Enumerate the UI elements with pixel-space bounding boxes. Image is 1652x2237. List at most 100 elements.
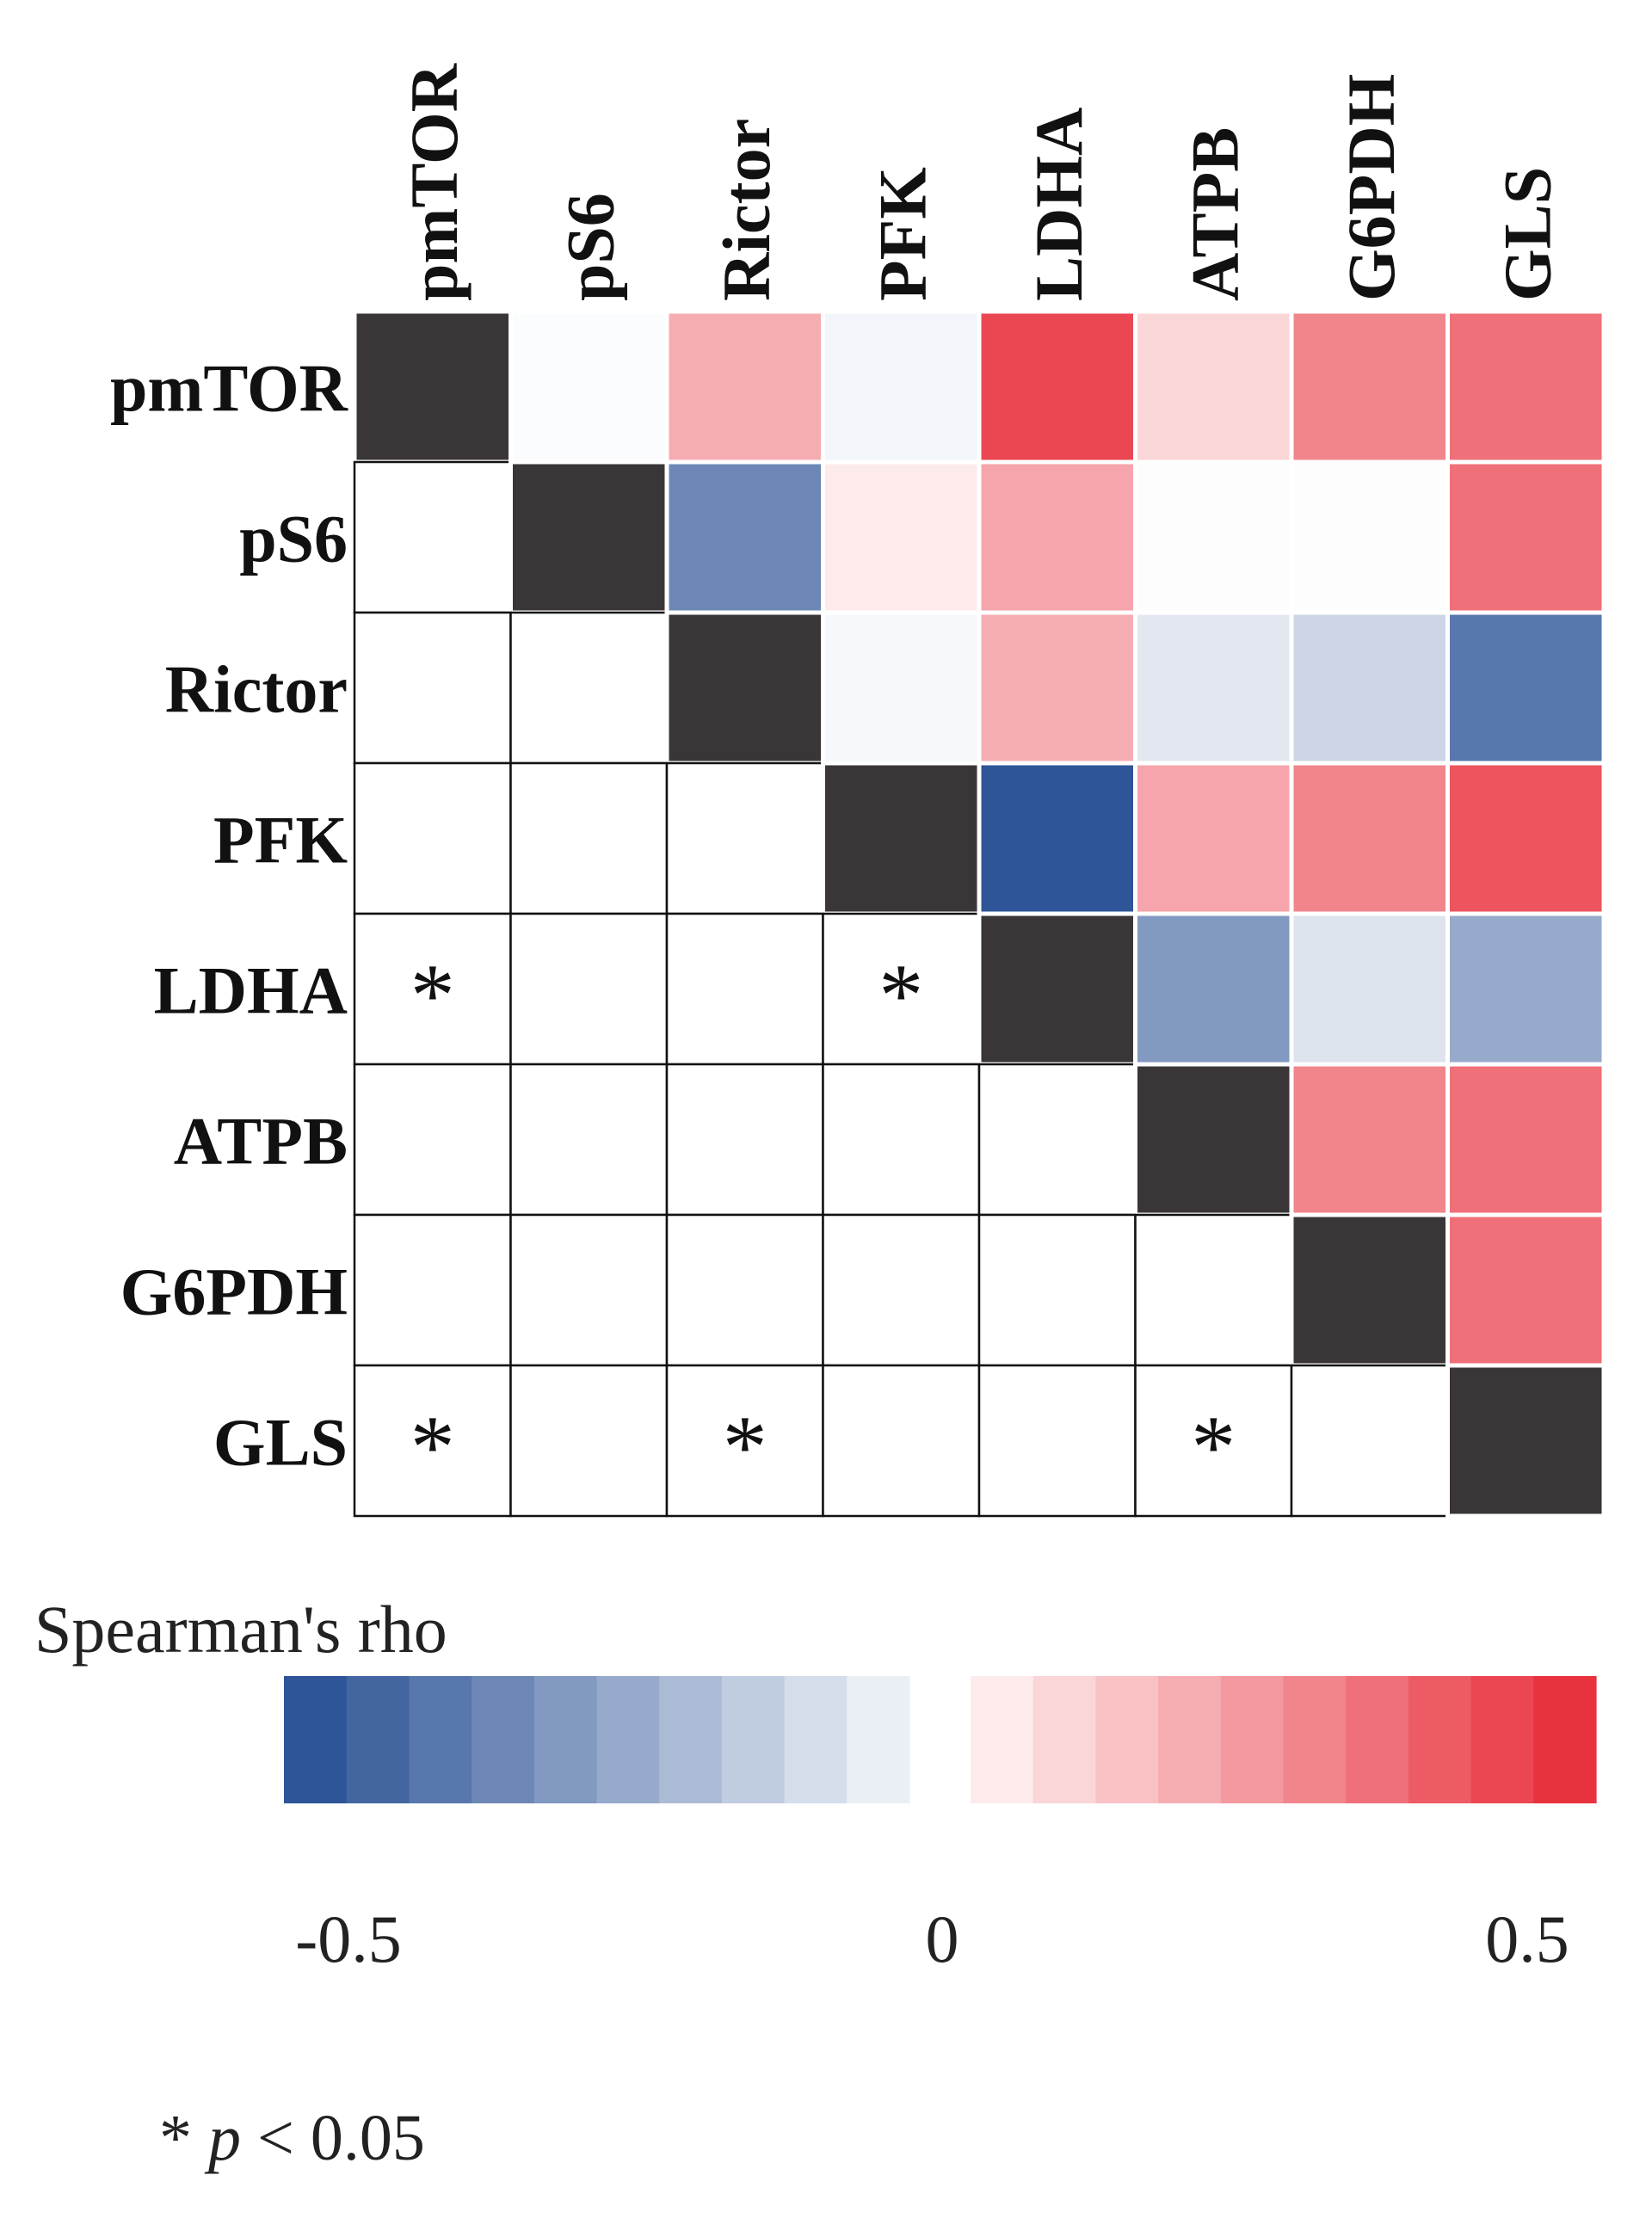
correlation-cell xyxy=(1133,309,1294,465)
correlation-cell xyxy=(1446,309,1606,465)
lower-cell xyxy=(665,1364,824,1518)
significance-footnote: * p < 0.05 xyxy=(159,2102,425,2174)
row-label: GLS xyxy=(213,1405,348,1480)
legend-swatch-positive xyxy=(971,1676,1034,1803)
legend-ticks: -0.5 0 0.5 xyxy=(295,1901,1569,1976)
lower-cell xyxy=(509,761,669,915)
legend-title: Spearman's rho xyxy=(34,1592,447,1667)
row-label: ATPB xyxy=(174,1104,348,1179)
column-label: GLS xyxy=(1489,167,1564,301)
footnote-p: p xyxy=(204,2102,241,2174)
lower-cell xyxy=(353,761,512,915)
column-label: PFK xyxy=(865,167,940,301)
lower-cell xyxy=(977,1364,1137,1518)
correlation-cell xyxy=(1446,610,1606,766)
row-label: LDHA xyxy=(154,953,348,1028)
lower-cell xyxy=(665,1213,824,1367)
lower-cell xyxy=(822,1063,981,1217)
correlation-cell xyxy=(1289,761,1450,916)
significance-star: * xyxy=(1191,1398,1236,1497)
row-label: pS6 xyxy=(239,502,348,576)
correlation-cell xyxy=(821,610,982,766)
lower-cell xyxy=(353,460,512,614)
footnote-rest: < 0.05 xyxy=(241,2102,425,2174)
legend-swatch-negative xyxy=(596,1676,660,1803)
correlation-cell xyxy=(1446,761,1606,916)
column-label: pmTOR xyxy=(397,62,472,301)
significance-star: * xyxy=(410,946,455,1045)
lower-cell xyxy=(822,912,981,1066)
correlation-cell xyxy=(1446,911,1606,1067)
legend-swatch-positive xyxy=(1095,1676,1159,1803)
footnote-mark: * xyxy=(159,2102,208,2174)
correlation-cell xyxy=(977,761,1137,916)
column-labels: pmTOR pS6 Rictor PFK LDHA ATPB G6PDH GLS xyxy=(397,62,1565,301)
diagonal-cell xyxy=(1133,1062,1294,1217)
diagonal-cell xyxy=(1446,1363,1606,1519)
column-label: LDHA xyxy=(1021,108,1096,301)
lower-cell xyxy=(1134,1213,1293,1367)
correlation-cell xyxy=(1289,610,1450,766)
lower-cell xyxy=(353,1213,512,1367)
color-legend: Spearman's rho -0.5 0 0.5 xyxy=(34,1592,1597,1976)
diagonal-cell xyxy=(352,309,513,465)
lower-cell xyxy=(353,1364,512,1518)
legend-tick-label: 0.5 xyxy=(1485,1901,1569,1976)
lower-cell xyxy=(353,912,512,1066)
legend-swatch-positive xyxy=(1408,1676,1472,1803)
lower-cell xyxy=(1290,1364,1449,1518)
legend-tick-label: 0 xyxy=(926,1901,959,1976)
legend-swatch-negative xyxy=(847,1676,910,1803)
legend-swatch-positive xyxy=(1158,1676,1222,1803)
correlation-cell xyxy=(509,309,669,465)
correlation-cell xyxy=(1133,459,1294,615)
legend-swatch-positive xyxy=(1283,1676,1347,1803)
legend-swatch-positive xyxy=(1470,1676,1534,1803)
row-label: Rictor xyxy=(165,652,348,727)
lower-cell xyxy=(665,761,824,915)
correlation-cell xyxy=(664,309,825,465)
lower-cell xyxy=(509,1364,669,1518)
lower-cell xyxy=(977,1213,1137,1367)
legend-swatch-negative xyxy=(784,1676,848,1803)
lower-cell xyxy=(353,1063,512,1217)
column-label: ATPB xyxy=(1177,127,1252,301)
significance-star: * xyxy=(410,1398,455,1497)
lower-cell xyxy=(509,1063,669,1217)
correlation-cell xyxy=(1133,610,1294,766)
correlation-cell xyxy=(977,309,1137,465)
lower-cell xyxy=(822,1364,981,1518)
correlation-cell xyxy=(1289,459,1450,615)
significance-marks: * * * * * xyxy=(410,946,1236,1497)
diagonal-cell xyxy=(509,459,669,615)
lower-cell xyxy=(665,1063,824,1217)
legend-swatch-negative xyxy=(472,1676,535,1803)
correlation-cell xyxy=(1446,459,1606,615)
correlation-cell xyxy=(1133,761,1294,916)
column-label: Rictor xyxy=(709,119,784,301)
legend-swatch-negative xyxy=(721,1676,786,1803)
row-labels: pmTOR pS6 Rictor PFK LDHA ATPB G6PDH GLS xyxy=(110,351,349,1480)
column-label: pS6 xyxy=(552,193,627,301)
diagonal-cell xyxy=(977,911,1137,1067)
correlation-cell xyxy=(1289,911,1450,1067)
legend-swatch-negative xyxy=(346,1676,410,1803)
correlation-cell xyxy=(1289,1062,1450,1217)
significance-star: * xyxy=(723,1398,767,1497)
legend-swatch-negative xyxy=(409,1676,472,1803)
column-label: G6PDH xyxy=(1334,74,1409,301)
correlation-cell xyxy=(664,459,825,615)
correlation-cell xyxy=(1446,1212,1606,1368)
correlation-cell xyxy=(977,610,1137,766)
row-label: PFK xyxy=(213,803,348,878)
diagonal-cell xyxy=(821,761,982,916)
lower-cell xyxy=(977,1063,1137,1217)
correlation-cell xyxy=(821,309,982,465)
diagonal-cell xyxy=(1289,1212,1450,1368)
lower-cell xyxy=(509,1213,669,1367)
correlation-cell xyxy=(1133,911,1294,1067)
lower-cell xyxy=(353,611,512,765)
legend-tick-label: -0.5 xyxy=(295,1901,401,1976)
legend-swatch-positive xyxy=(1220,1676,1285,1803)
